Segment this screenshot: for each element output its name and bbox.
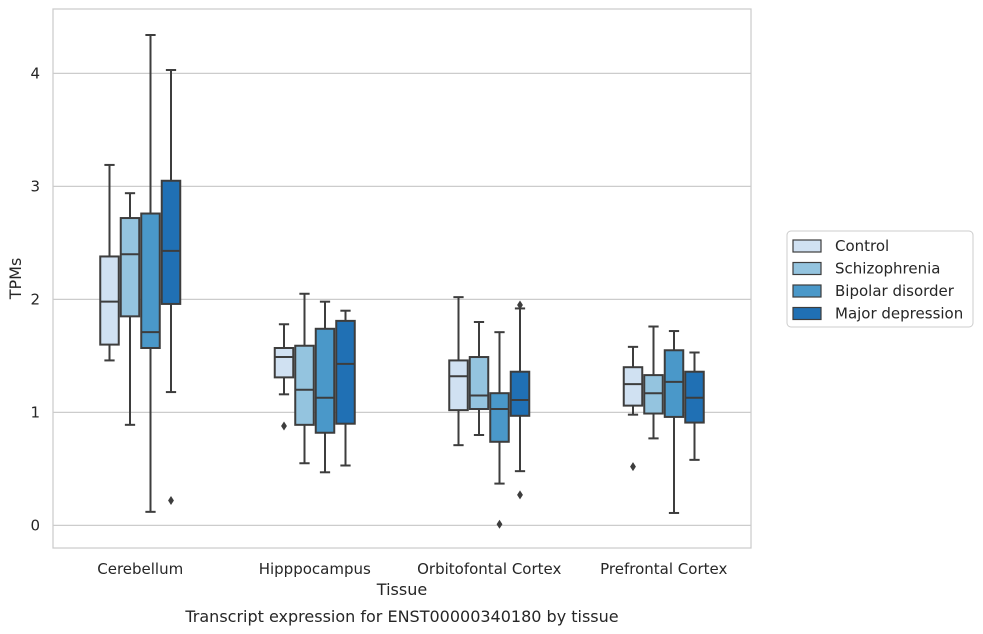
box-1-3: [335, 309, 356, 467]
outlier-point: [517, 300, 523, 310]
y-tick-label-0: 0: [30, 516, 40, 534]
legend-swatch-2: [792, 284, 822, 298]
box-0-3: [160, 69, 182, 506]
outlier-point: [517, 490, 523, 500]
box-body: [140, 212, 161, 349]
y-tick-label-4: 4: [30, 64, 40, 82]
legend: Control Schizophrenia Bipolar disorder Majo…: [786, 230, 974, 328]
x-tick-label-2: Orbitofontal Cortex: [417, 560, 561, 578]
y-tick-label-3: 3: [30, 177, 40, 195]
box-1-1: [294, 292, 315, 465]
chart-caption: Transcript expression for ENST0000034018…: [184, 607, 618, 626]
x-tick-label-1: Hipppocampus: [259, 560, 371, 578]
y-tick-label-1: 1: [30, 403, 40, 421]
box-3-1: [643, 325, 664, 440]
box-0-2: [140, 33, 161, 513]
box-2-2: [489, 331, 510, 529]
box-body: [489, 392, 510, 443]
box-body: [160, 179, 182, 305]
box-1-0: [273, 323, 295, 431]
x-tick-label-0: Cerebellum: [97, 560, 183, 578]
box-3-0: [622, 345, 644, 472]
box-body: [509, 370, 531, 417]
box-body: [99, 255, 120, 346]
box-body: [119, 217, 141, 318]
legend-swatch-0: [792, 239, 822, 253]
box-body: [468, 356, 490, 411]
box-3-3: [684, 351, 705, 461]
box-series: [99, 33, 705, 529]
box-body: [622, 366, 644, 407]
legend-swatch-3: [792, 306, 822, 321]
legend-label-0: Control: [835, 237, 889, 255]
outlier-point: [630, 462, 636, 472]
box-body: [335, 319, 356, 425]
box-body: [663, 349, 685, 418]
box-0-1: [119, 192, 141, 426]
y-axis-label: TPMs: [6, 258, 25, 301]
plot-frame: [52, 8, 752, 549]
outlier-point: [168, 496, 174, 506]
box-body: [643, 374, 664, 415]
legend-label-1: Schizophrenia: [835, 260, 940, 278]
box-body: [314, 327, 336, 434]
outlier-point: [281, 421, 287, 431]
box-1-2: [314, 300, 336, 474]
legend-label-2: Bipolar disorder: [835, 282, 955, 300]
x-tick-label-3: Prefrontal Cortex: [600, 560, 727, 578]
box-body: [294, 344, 315, 426]
legend-swatch-1: [792, 261, 822, 276]
x-axis-label: Tissue: [376, 580, 427, 599]
box-body: [448, 359, 469, 412]
legend-frame: [786, 230, 974, 328]
box-3-2: [663, 330, 685, 514]
x-tick-labels: Cerebellum Hipppocampus Orbitofontal Corte…: [97, 560, 727, 578]
box-2-3: [509, 300, 531, 500]
box-2-0: [448, 296, 469, 447]
legend-label-3: Major depression: [835, 305, 963, 323]
outlier-point: [496, 519, 503, 529]
y-tick-labels: 0 1 2 3 4: [30, 64, 40, 534]
box-body: [273, 346, 295, 379]
y-tick-label-2: 2: [30, 290, 40, 308]
box-2-1: [468, 321, 490, 437]
box-0-0: [99, 163, 120, 362]
